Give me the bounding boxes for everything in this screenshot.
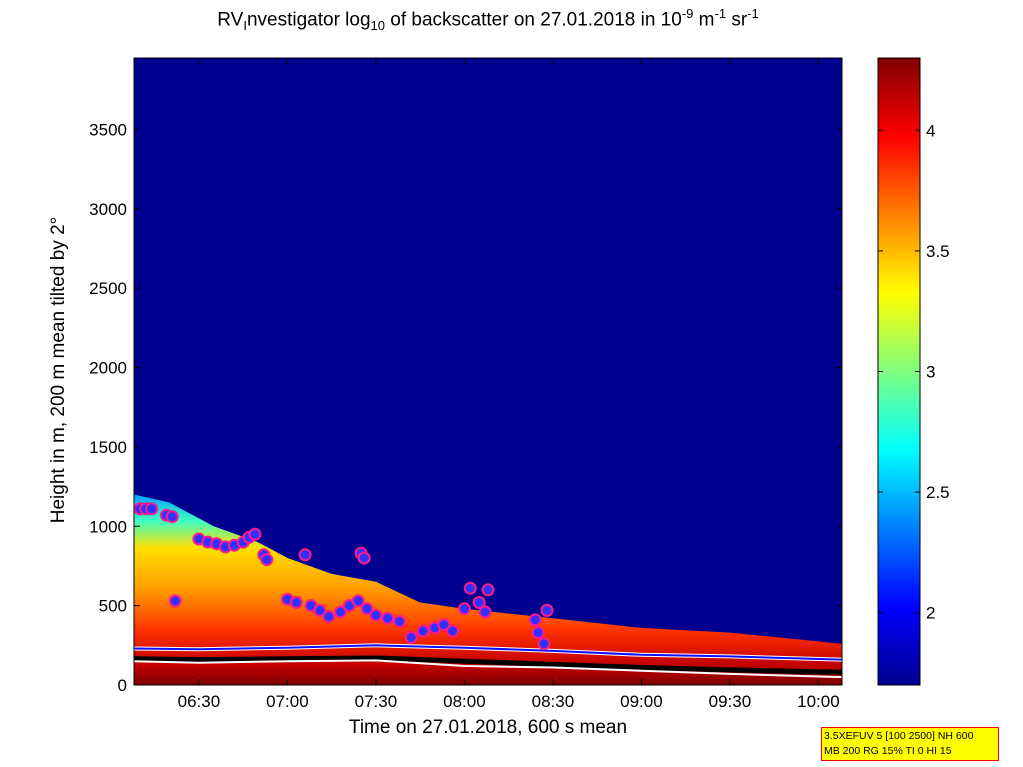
cloud-base-marker <box>404 630 418 644</box>
cloud-base-marker <box>289 596 303 609</box>
x-tick-label: 09:30 <box>709 692 752 711</box>
title-sub2: 10 <box>370 18 385 34</box>
plot-frame <box>133 57 843 686</box>
cloud-base-marker <box>446 624 460 638</box>
cloud-base-marker <box>351 594 365 608</box>
title-sup1: -9 <box>681 6 694 21</box>
x-tick-label: 10:00 <box>797 692 840 711</box>
y-tick-label: 1500 <box>89 438 127 457</box>
cloud-base-marker <box>168 594 182 608</box>
title-sup3: -1 <box>747 6 759 21</box>
cloud-base-marker <box>357 551 371 565</box>
cloud-base-marker <box>381 611 395 625</box>
colorbar-tick-label: 4 <box>926 121 935 140</box>
info-line-1: 3.5XEFUV 5 [100 2500] NH 600 <box>824 730 974 742</box>
cloud-base-marker <box>437 618 451 632</box>
colorbar-tick-label: 2.5 <box>926 483 950 502</box>
y-tick-label: 500 <box>99 597 127 616</box>
cloud-base-marker <box>531 626 545 640</box>
info-box: 3.5XEFUV 5 [100 2500] NH 600 MB 200 RG 1… <box>821 727 999 761</box>
cloud-base-marker <box>463 581 477 595</box>
title-part2: nvestigator log <box>246 9 371 31</box>
y-tick-label: 3000 <box>89 200 127 219</box>
cloud-base-marker <box>145 502 159 516</box>
cloud-base-marker <box>248 527 262 541</box>
cloud-base-marker <box>260 553 274 567</box>
cloud-base-marker <box>360 602 374 616</box>
colorbar-tick-label: 2 <box>926 604 935 623</box>
colorbar-tick-label: 3 <box>926 363 935 382</box>
cloud-base-marker <box>298 548 312 562</box>
colorbar <box>877 57 921 686</box>
low-marker-line <box>134 644 842 661</box>
cloud-base-marker <box>478 605 492 619</box>
chart-title: RVInvestigator log10 of backscatter on 2… <box>134 6 842 33</box>
cloud-base-marker <box>457 602 471 616</box>
y-tick-label: 2500 <box>89 279 127 298</box>
title-part3: of backscatter on 27.01.2018 in 10 <box>385 9 682 31</box>
title-sub1: I <box>243 18 247 34</box>
x-axis-label: Time on 27.01.2018, 600 s mean <box>348 717 628 738</box>
title-sup2: -1 <box>714 6 727 21</box>
title-prefix: RV <box>217 9 244 31</box>
x-tick-label: 06:30 <box>178 692 221 711</box>
white-line <box>134 659 842 679</box>
cloud-base-marker <box>540 603 554 617</box>
cloud-base-marker <box>369 608 383 622</box>
cloud-base-marker <box>313 603 327 617</box>
x-tick-label: 08:00 <box>443 692 486 711</box>
cloud-base-marker <box>322 610 336 624</box>
cloud-base-marker <box>393 615 406 628</box>
cloud-base-marker <box>481 583 495 597</box>
y-tick-label: 2000 <box>89 359 127 378</box>
cloud-base-marker <box>334 605 347 619</box>
x-tick-label: 08:30 <box>532 692 575 711</box>
title-part4: m <box>693 9 715 31</box>
y-tick-label: 1000 <box>89 517 127 536</box>
black-line <box>134 655 842 675</box>
x-tick-label: 09:00 <box>620 692 663 711</box>
cloud-base-marker <box>165 510 179 524</box>
y-tick-label: 3500 <box>89 120 127 139</box>
cloud-base-marker <box>472 596 486 609</box>
x-tick-label: 07:30 <box>355 692 398 711</box>
info-line-2: MB 200 RG 15% TI 0 HI 15 <box>824 745 952 757</box>
cloud-base-marker <box>416 624 430 638</box>
cloud-base-marker <box>537 637 551 651</box>
aerosol-layer <box>134 494 842 685</box>
x-tick-label: 07:00 <box>266 692 309 711</box>
colorbar-tick-label: 3.5 <box>926 242 950 261</box>
cloud-base-marker <box>528 613 542 627</box>
title-part5: sr <box>726 9 748 31</box>
y-tick-label: 0 <box>118 676 127 695</box>
